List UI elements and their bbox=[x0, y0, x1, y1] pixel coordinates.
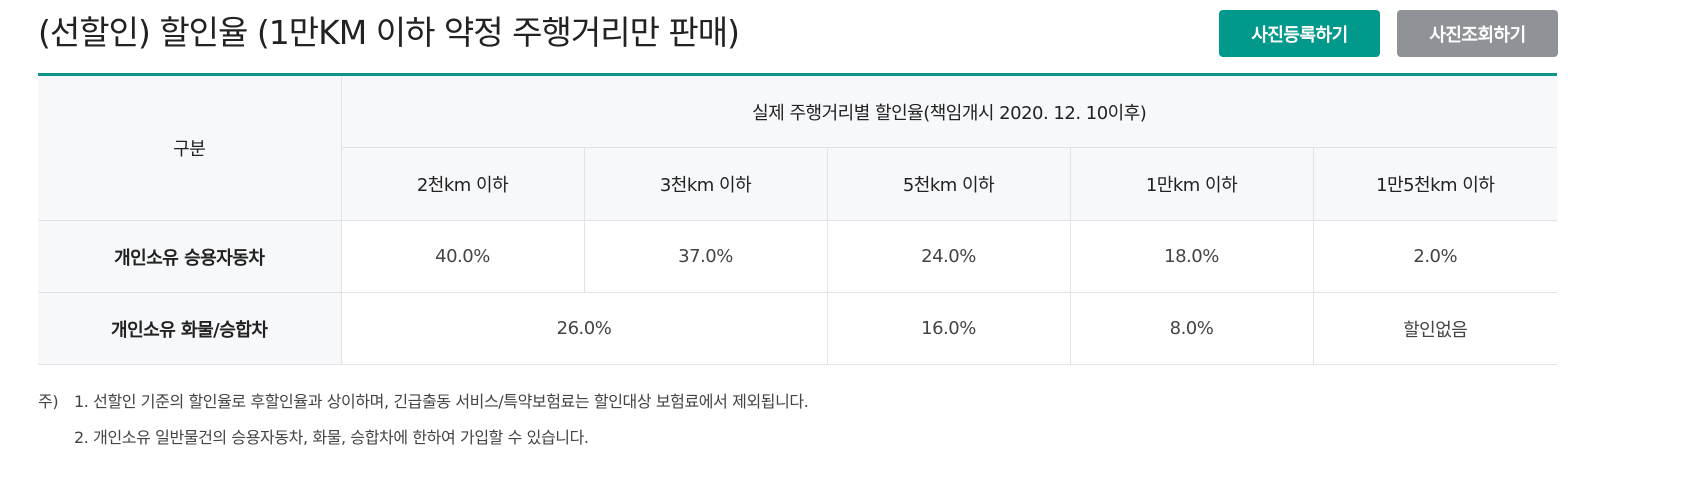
lookup-photo-button[interactable]: 사진조회하기 bbox=[1397, 10, 1558, 57]
column-header: 1만5천km 이하 bbox=[1312, 147, 1557, 221]
footnote-item: 주) 1. 선할인 기준의 할인율로 후할인율과 상이하며, 긴급출동 서비스/… bbox=[38, 382, 809, 418]
footnote-item: 2. 개인소유 일반물건의 승용자동차, 화물, 승합차에 한하여 가입할 수 … bbox=[38, 418, 808, 454]
footnote-text: 2. 개인소유 일반물건의 승용자동차, 화물, 승합차에 한하여 가입할 수 … bbox=[74, 428, 589, 447]
rate-cell: 2.0% bbox=[1312, 220, 1557, 293]
discount-rate-table: 구분 실제 주행거리별 할인율(책임개시 2020. 12. 10이후) 2천k… bbox=[38, 73, 1557, 365]
column-header: 2천km 이하 bbox=[340, 147, 584, 221]
rate-cell: 16.0% bbox=[826, 292, 1070, 365]
column-header: 3천km 이하 bbox=[583, 147, 827, 221]
column-header: 5천km 이하 bbox=[826, 147, 1070, 221]
category-header: 구분 bbox=[38, 74, 341, 221]
table-row: 개인소유 화물/승합차 26.0% 16.0% 8.0% 할인없음 bbox=[38, 292, 1557, 365]
table-row: 개인소유 승용자동차 40.0% 37.0% 24.0% 18.0% 2.0% bbox=[38, 220, 1557, 293]
rate-cell: 26.0% bbox=[340, 292, 827, 365]
page-title: (선할인) 할인율 (1만KM 이하 약정 주행거리만 판매) bbox=[38, 13, 740, 52]
rate-cell: 37.0% bbox=[583, 220, 827, 293]
row-label: 개인소유 승용자동차 bbox=[38, 220, 341, 293]
register-photo-button[interactable]: 사진등록하기 bbox=[1219, 10, 1380, 57]
rate-cell: 할인없음 bbox=[1312, 292, 1557, 365]
rate-cell: 40.0% bbox=[340, 220, 584, 293]
rate-cell: 24.0% bbox=[826, 220, 1070, 293]
group-header: 실제 주행거리별 할인율(책임개시 2020. 12. 10이후) bbox=[340, 74, 1557, 148]
row-label: 개인소유 화물/승합차 bbox=[38, 292, 341, 365]
column-header: 1만km 이하 bbox=[1069, 147, 1313, 221]
rate-cell: 8.0% bbox=[1069, 292, 1313, 365]
footnote-prefix: 주) bbox=[38, 392, 59, 411]
footnote-text: 1. 선할인 기준의 할인율로 후할인율과 상이하며, 긴급출동 서비스/특약보… bbox=[74, 392, 809, 411]
footnotes: 주) 1. 선할인 기준의 할인율로 후할인율과 상이하며, 긴급출동 서비스/… bbox=[38, 382, 809, 454]
rate-cell: 18.0% bbox=[1069, 220, 1313, 293]
